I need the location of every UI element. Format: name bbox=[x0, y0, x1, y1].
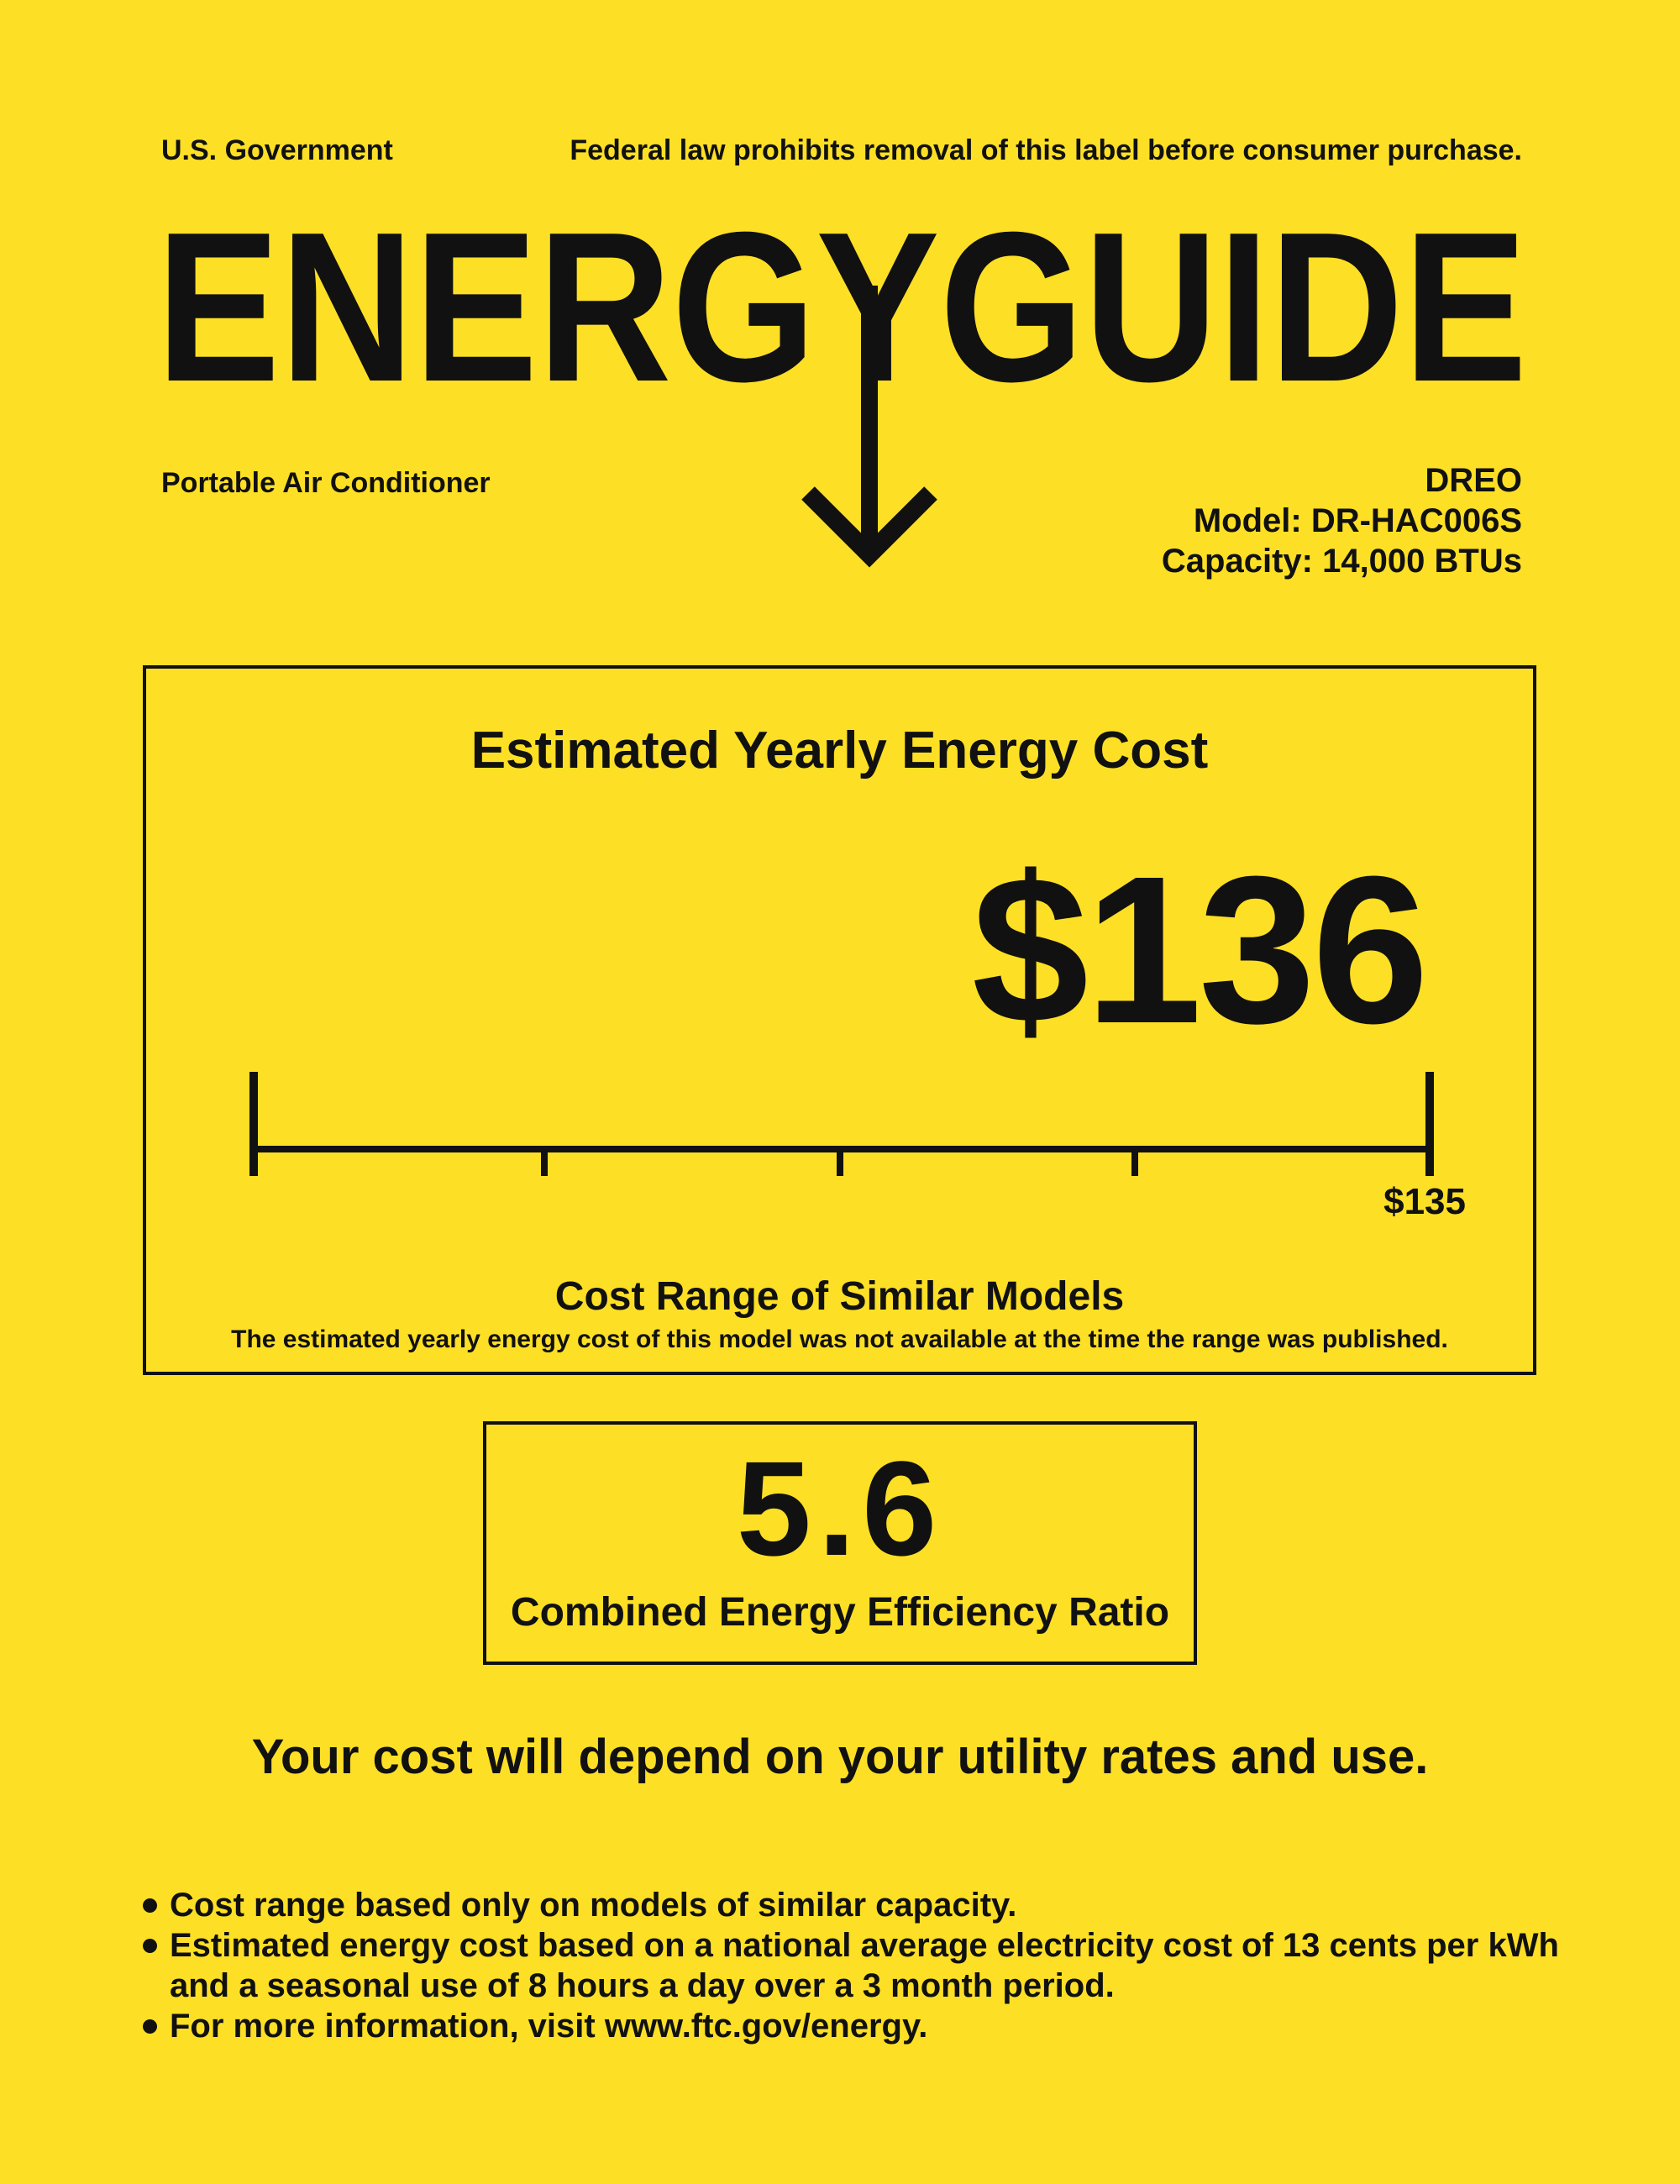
model-number: Model: DR-HAC006S bbox=[1193, 502, 1522, 539]
bullet-icon bbox=[143, 1939, 157, 1953]
range-note: The estimated yearly energy cost of this… bbox=[231, 1326, 1448, 1353]
footnote-text: Cost range based only on models of simil… bbox=[170, 1887, 1017, 1924]
model-info: DREO Model: DR-HAC006S Capacity: 14,000 … bbox=[1162, 460, 1522, 581]
footnote-item: For more information, visit www.ftc.gov/… bbox=[143, 2006, 1571, 2046]
scale-max-label: $135 bbox=[1383, 1181, 1466, 1222]
footnote-text: Estimated energy cost based on a nationa… bbox=[170, 1927, 1559, 2004]
cost-title: Estimated Yearly Energy Cost bbox=[470, 722, 1209, 780]
footnote-item: Cost range based only on models of simil… bbox=[143, 1885, 1571, 1925]
footnotes: Cost range based only on models of simil… bbox=[143, 1885, 1571, 2046]
cost-value: $136 bbox=[971, 832, 1429, 1067]
yearly-cost-panel: Estimated Yearly Energy Cost $136 $135 C… bbox=[143, 665, 1536, 1375]
efficiency-value: 5.6 bbox=[736, 1433, 944, 1583]
energyguide-title: ENERGYGUIDE bbox=[156, 187, 1527, 426]
efficiency-label: Combined Energy Efficiency Ratio bbox=[510, 1590, 1170, 1635]
issuer-label: U.S. Government bbox=[161, 134, 393, 166]
down-arrow-icon bbox=[801, 286, 937, 568]
removal-notice: Federal law prohibits removal of this la… bbox=[570, 134, 1522, 166]
appliance-type: Portable Air Conditioner bbox=[161, 467, 491, 499]
efficiency-panel: 5.6 Combined Energy Efficiency Ratio bbox=[483, 1421, 1197, 1665]
capacity: Capacity: 14,000 BTUs bbox=[1161, 543, 1522, 580]
footnote-text: For more information, visit www.ftc.gov/… bbox=[170, 2008, 928, 2045]
energyguide-title-text: ENERGYGUIDE bbox=[156, 187, 1527, 426]
manufacturer-name: DREO bbox=[1425, 462, 1522, 499]
cost-disclaimer: Your cost will depend on your utility ra… bbox=[251, 1730, 1429, 1784]
cost-range-scale bbox=[249, 1072, 1434, 1176]
footnote-item: Estimated energy cost based on a nationa… bbox=[143, 1925, 1571, 2006]
bullet-icon bbox=[143, 1898, 157, 1913]
bullet-icon bbox=[143, 2019, 157, 2034]
range-title: Cost Range of Similar Models bbox=[554, 1274, 1125, 1319]
